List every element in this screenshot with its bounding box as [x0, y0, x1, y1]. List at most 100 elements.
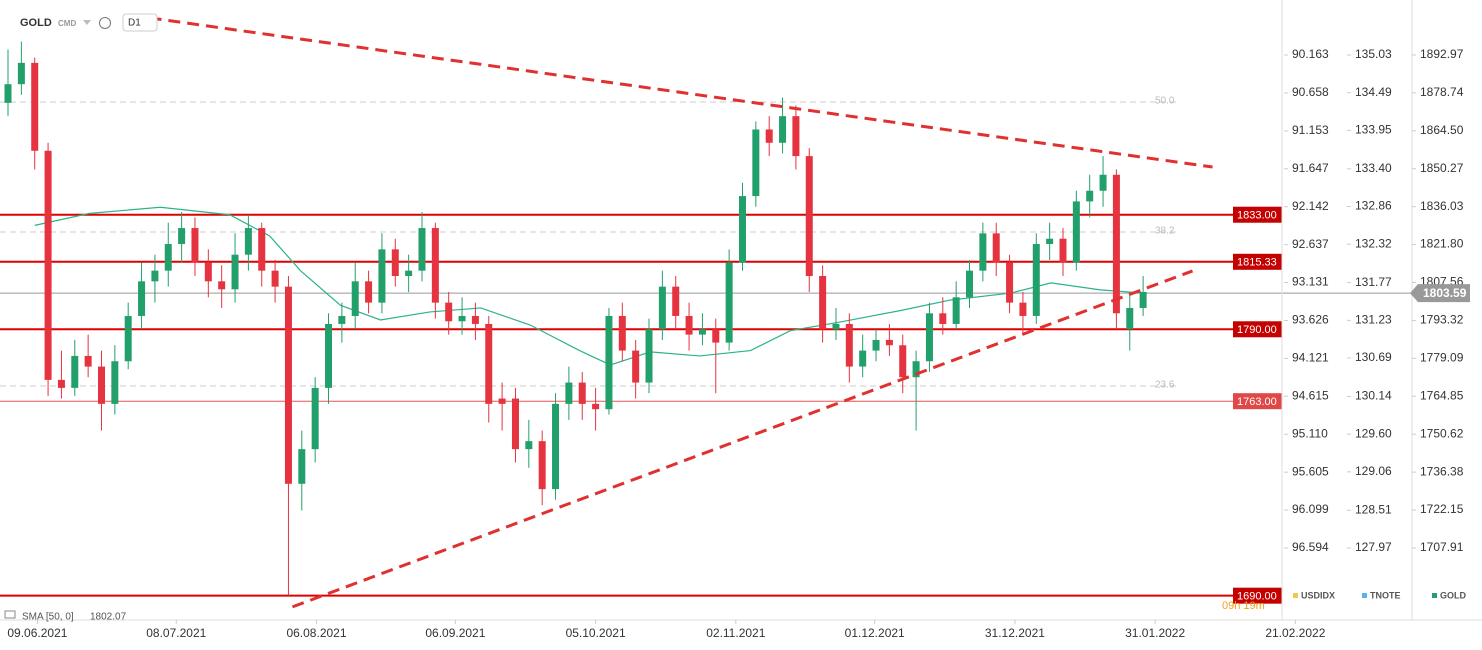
candle-body	[57, 379, 65, 388]
x-tick-label: 31.12.2021	[985, 626, 1045, 640]
candle-body	[859, 350, 867, 367]
candle-body	[31, 62, 39, 151]
candle-body	[618, 315, 626, 351]
candle-body	[244, 228, 252, 255]
y-tick-label: 90.163	[1292, 47, 1329, 61]
candle-body	[698, 329, 706, 335]
y-tick-label: 1793.32	[1420, 313, 1464, 327]
legend-swatch	[1362, 593, 1367, 598]
y-tick-label: 93.626	[1292, 313, 1329, 327]
dropdown-icon[interactable]	[83, 20, 91, 25]
y-tick-label: 128.51	[1355, 502, 1392, 516]
candle-body	[164, 244, 172, 271]
x-tick-label: 06.08.2021	[286, 626, 346, 640]
level-label: 1815.33	[1237, 257, 1277, 269]
y-tick-label: 90.658	[1292, 85, 1329, 99]
candle-body	[712, 329, 720, 343]
level-label: 1790.00	[1237, 324, 1277, 336]
y-tick-label: 91.647	[1292, 161, 1329, 175]
y-tick-label: 93.131	[1292, 275, 1329, 289]
y-tick-label: 135.03	[1355, 47, 1392, 61]
y-tick-label: 130.69	[1355, 350, 1392, 364]
candle-body	[365, 281, 373, 303]
candle-body	[445, 302, 453, 322]
legend-swatch	[1293, 593, 1298, 598]
info-icon[interactable]	[99, 17, 111, 29]
y-tick-label: 1779.09	[1420, 351, 1464, 365]
price-tag-label: 1803.59	[1423, 286, 1467, 300]
fib-label: 23.6	[1155, 380, 1175, 391]
y-tick-label: 130.14	[1355, 389, 1392, 403]
candle-body	[752, 129, 760, 197]
y-tick-label: 133.40	[1355, 161, 1392, 175]
candle-body	[151, 270, 159, 282]
legend-label: GOLD	[1440, 590, 1466, 600]
candle-body	[1099, 174, 1107, 191]
fib-label: 38.2	[1155, 226, 1175, 237]
y-tick-label: 1892.97	[1420, 47, 1464, 61]
candle-body	[592, 403, 600, 410]
candle-body	[138, 281, 146, 316]
candle-body	[658, 286, 666, 330]
candle-body	[552, 403, 560, 490]
y-tick-label: 129.60	[1355, 426, 1392, 440]
candle-body	[97, 366, 105, 404]
candle-body	[805, 156, 813, 276]
candle-body	[632, 350, 640, 383]
x-tick-label: 01.12.2021	[845, 626, 905, 640]
candle-body	[872, 339, 880, 351]
candle-body	[538, 441, 546, 490]
level-box	[1233, 587, 1282, 604]
level-box	[1233, 393, 1282, 410]
y-tick-label: 96.099	[1292, 502, 1329, 516]
y-tick-label: 134.49	[1355, 85, 1392, 99]
y-tick-label: 91.153	[1292, 123, 1329, 137]
candle-body	[966, 270, 974, 298]
candle-body	[124, 315, 132, 362]
candle-body	[231, 254, 239, 290]
candle-body	[44, 150, 52, 380]
legend-swatch	[1432, 593, 1437, 598]
candle-body	[178, 228, 186, 245]
x-tick-label: 02.11.2021	[706, 626, 765, 640]
candle-body	[498, 398, 506, 404]
candle-body	[885, 339, 893, 346]
x-tick-label: 08.07.2021	[146, 626, 206, 640]
sma-name: SMA [50, 0]	[22, 612, 74, 623]
y-tick-label: 1722.15	[1420, 502, 1464, 516]
y-tick-label: 131.23	[1355, 313, 1392, 327]
candle-body	[471, 315, 479, 324]
candle-body	[725, 262, 733, 343]
candle-body	[191, 228, 199, 263]
candle-body	[1112, 174, 1120, 314]
interval: D1	[128, 18, 141, 29]
candle-body	[458, 315, 466, 322]
y-tick-label: 92.142	[1292, 199, 1329, 213]
candle-body	[485, 323, 493, 404]
fib-label: 50.0	[1155, 96, 1175, 107]
y-tick-label: 1750.62	[1420, 426, 1464, 440]
legend-label: USDIDX	[1301, 590, 1335, 600]
y-tick-label: 1850.27	[1420, 161, 1464, 175]
x-tick-label: 06.09.2021	[425, 626, 485, 640]
candle-body	[284, 286, 292, 484]
y-tick-label: 1736.38	[1420, 464, 1464, 478]
symbol: GOLD	[20, 17, 52, 29]
candle-body	[298, 449, 306, 484]
candle-body	[405, 270, 413, 276]
candle-body	[1006, 262, 1014, 303]
interval-box[interactable]	[122, 13, 158, 32]
x-tick-label: 21.02.2022	[1265, 626, 1325, 640]
candle-body	[511, 398, 519, 450]
candle-body	[1126, 307, 1134, 330]
trendline	[149, 16, 1213, 169]
x-tick-label: 05.10.2021	[566, 626, 626, 640]
candle-body	[525, 441, 533, 450]
y-tick-label: 133.95	[1355, 123, 1392, 137]
y-tick-label: 1878.74	[1420, 85, 1464, 99]
candle-body	[271, 270, 279, 287]
candle-body	[111, 361, 119, 404]
candle-body	[832, 323, 840, 330]
